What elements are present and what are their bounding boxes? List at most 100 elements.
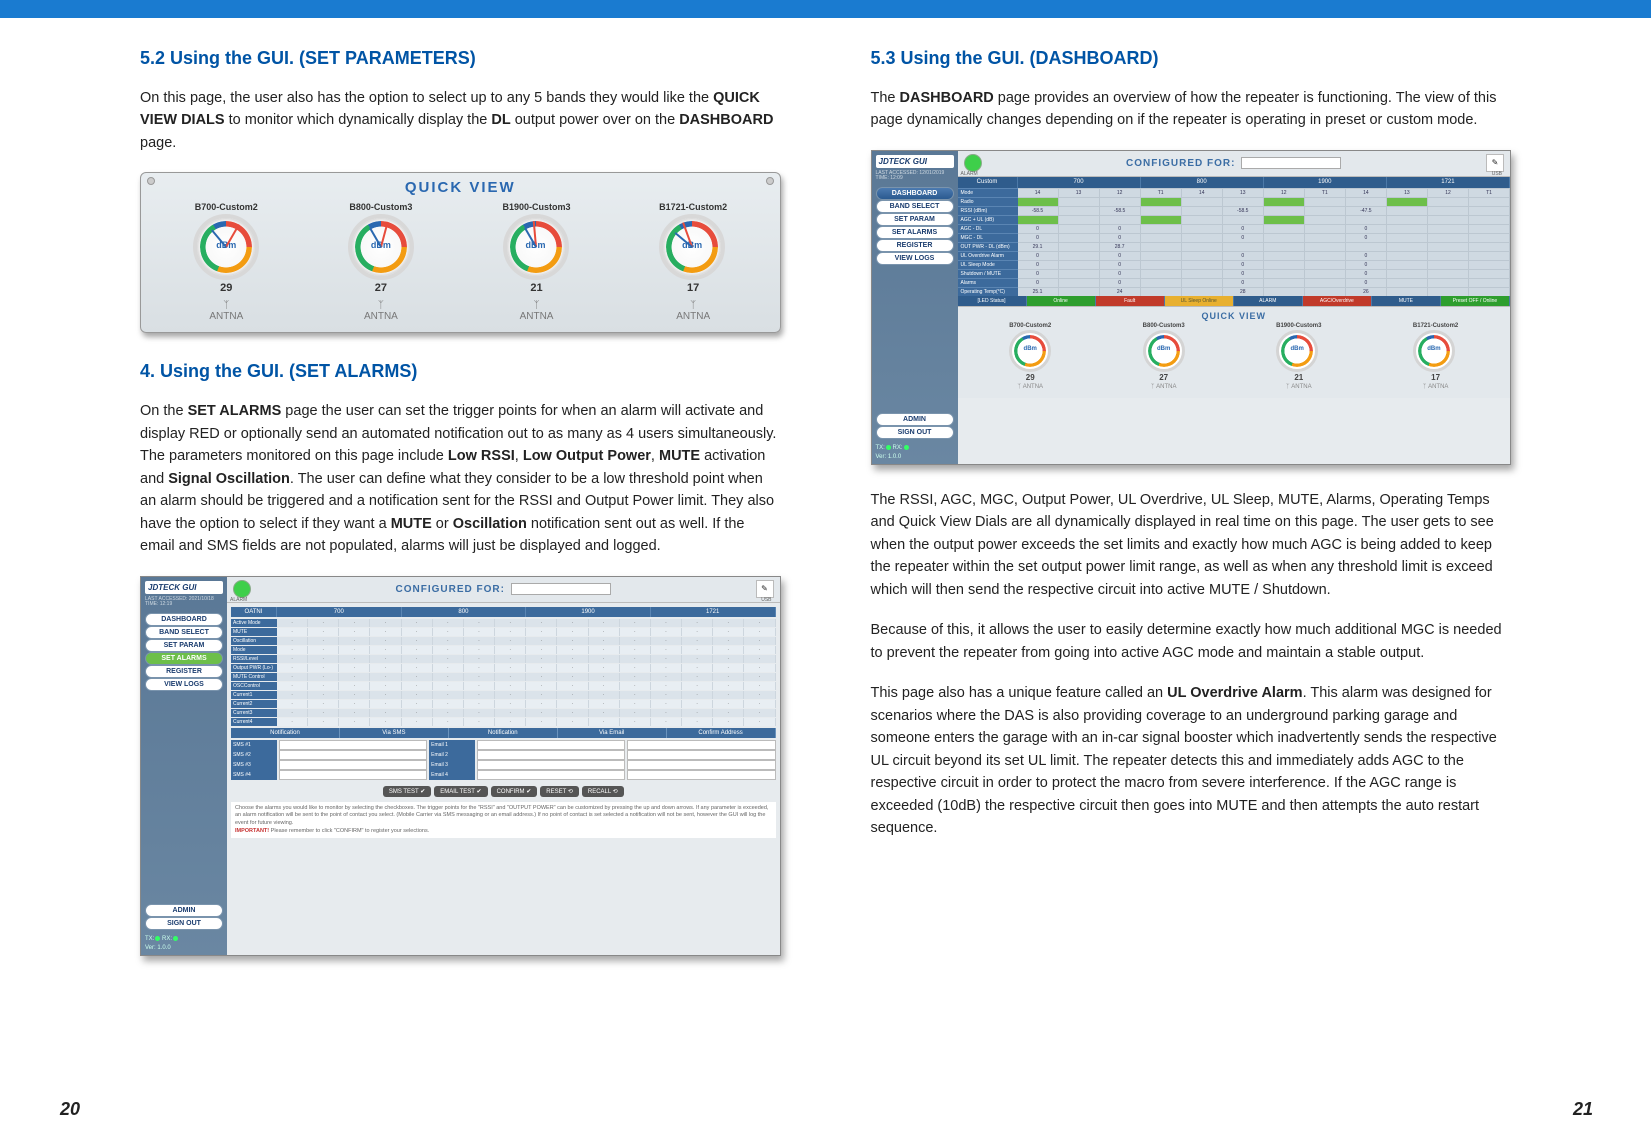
nav-set-param[interactable]: SET PARAM: [145, 639, 223, 652]
cell: 0: [1018, 260, 1059, 269]
configured-for-field[interactable]: [1241, 157, 1341, 169]
cell: [1305, 224, 1346, 233]
cell: [1182, 287, 1223, 296]
input-label: SMS #3: [231, 760, 277, 770]
cell: ·: [277, 655, 308, 663]
page-spread: 5.2 Using the GUI. (SET PARAMETERS) On t…: [0, 18, 1651, 980]
nav-view-logs[interactable]: VIEW LOGS: [876, 252, 954, 265]
cell: ·: [744, 619, 775, 627]
nav-admin[interactable]: ADMIN: [876, 413, 954, 426]
confirm-input[interactable]: [627, 740, 775, 750]
txrx-status: TX: RX:: [876, 445, 954, 451]
quick-view-dials: B700-Custom2dBm29ᛉ ANTNAB800-Custom3dBm2…: [964, 323, 1505, 390]
cell: [1141, 206, 1182, 215]
cell: [1305, 278, 1346, 287]
cell: ·: [620, 709, 651, 717]
nav-sign-out[interactable]: SIGN OUT: [145, 917, 223, 930]
cell: ·: [339, 664, 370, 672]
nav-sign-out[interactable]: SIGN OUT: [876, 426, 954, 439]
nav-set-param[interactable]: SET PARAM: [876, 213, 954, 226]
email-input[interactable]: [477, 760, 625, 770]
action-button[interactable]: EMAIL TEST ✔: [434, 786, 487, 797]
cell: [1428, 215, 1469, 224]
nav-set-alarms[interactable]: SET ALARMS: [145, 652, 223, 665]
dial-label: B800-Custom3: [348, 202, 414, 212]
nav-band-select[interactable]: BAND SELECT: [145, 626, 223, 639]
cell: [1100, 215, 1141, 224]
alarm-led-icon: [233, 580, 251, 598]
cell: ·: [339, 718, 370, 726]
cell: ·: [277, 673, 308, 681]
cell: [1059, 233, 1100, 242]
dial: B700-Custom2dBm29ᛉ ANTNA: [1009, 323, 1051, 390]
cell: ·: [589, 709, 620, 717]
confirm-input[interactable]: [627, 760, 775, 770]
cell: [1182, 260, 1223, 269]
gui-header: ALARM CONFIGURED FOR: ✎ USB: [227, 577, 780, 603]
nav-dashboard[interactable]: DASHBOARD: [876, 187, 954, 200]
cell: ·: [557, 628, 588, 636]
cell: -58.5: [1223, 206, 1264, 215]
cell: ·: [402, 646, 433, 654]
sms-input[interactable]: [279, 770, 427, 780]
set-alarms-screenshot: JDTECK GUI LAST ACCESSED: 2021/10/18 TIM…: [140, 576, 781, 956]
cell: ·: [744, 709, 775, 717]
email-input[interactable]: [477, 770, 625, 780]
cell: [1428, 224, 1469, 233]
nav-dashboard[interactable]: DASHBOARD: [145, 613, 223, 626]
cell: ·: [713, 628, 744, 636]
cell: [1387, 242, 1428, 251]
cell: ·: [495, 709, 526, 717]
quick-view-title: QUICK VIEW: [964, 311, 1505, 321]
cell: ·: [433, 619, 464, 627]
confirm-input[interactable]: [627, 770, 775, 780]
cell: ·: [682, 637, 713, 645]
cell: ·: [402, 709, 433, 717]
cell: ·: [464, 664, 495, 672]
sms-input[interactable]: [279, 750, 427, 760]
gui-logo: JDTECK GUI: [145, 581, 223, 594]
nav-view-logs[interactable]: VIEW LOGS: [145, 678, 223, 691]
cell: 0: [1223, 224, 1264, 233]
nav-admin[interactable]: ADMIN: [145, 904, 223, 917]
nav-set-alarms[interactable]: SET ALARMS: [876, 226, 954, 239]
cell: ·: [370, 709, 401, 717]
nav-band-select[interactable]: BAND SELECT: [876, 200, 954, 213]
text: . This alarm was designed for scenarios …: [871, 685, 1497, 836]
action-button[interactable]: RESET ⟲: [540, 786, 579, 797]
cell: 25.1: [1018, 287, 1059, 296]
cell: ·: [464, 691, 495, 699]
dial-label: B1900-Custom3: [503, 202, 571, 212]
nav-register[interactable]: REGISTER: [145, 665, 223, 678]
nav-register[interactable]: REGISTER: [876, 239, 954, 252]
gui-header: ALARM CONFIGURED FOR: ✎ USB: [958, 151, 1511, 177]
cell: ·: [557, 655, 588, 663]
para-rssi: The RSSI, AGC, MGC, Output Power, UL Ove…: [871, 489, 1512, 601]
cell: ·: [402, 637, 433, 645]
cell: ·: [682, 655, 713, 663]
cell: ·: [277, 691, 308, 699]
section-title-4: 4. Using the GUI. (SET ALARMS): [140, 361, 781, 382]
antenna-icon: ᛉANTNA: [659, 300, 727, 322]
action-button[interactable]: SMS TEST ✔: [383, 786, 431, 797]
cell: [1469, 215, 1510, 224]
notification-inputs: SMS #1Email 1SMS #2Email 2SMS #3Email 3S…: [231, 740, 776, 780]
action-button[interactable]: CONFIRM ✔: [491, 786, 538, 797]
email-input[interactable]: [477, 740, 625, 750]
cell: 0: [1100, 224, 1141, 233]
sms-input[interactable]: [279, 760, 427, 770]
configured-for-field[interactable]: [511, 583, 611, 595]
cell: ·: [713, 691, 744, 699]
cell: ·: [370, 637, 401, 645]
cell: [1141, 260, 1182, 269]
sms-input[interactable]: [279, 740, 427, 750]
text: On the: [140, 403, 188, 419]
confirm-input[interactable]: [627, 750, 775, 760]
email-input[interactable]: [477, 750, 625, 760]
quick-view-dials: B700-Custom2dBm29ᛉANTNAB800-Custom3dBm27…: [149, 202, 772, 322]
cell: 0: [1346, 233, 1387, 242]
alarm-label: ALARM: [961, 171, 978, 177]
row-label: MGC - DL: [958, 233, 1018, 242]
gauge-icon: dBm: [1143, 330, 1185, 372]
action-button[interactable]: RECALL ⟲: [582, 786, 624, 797]
